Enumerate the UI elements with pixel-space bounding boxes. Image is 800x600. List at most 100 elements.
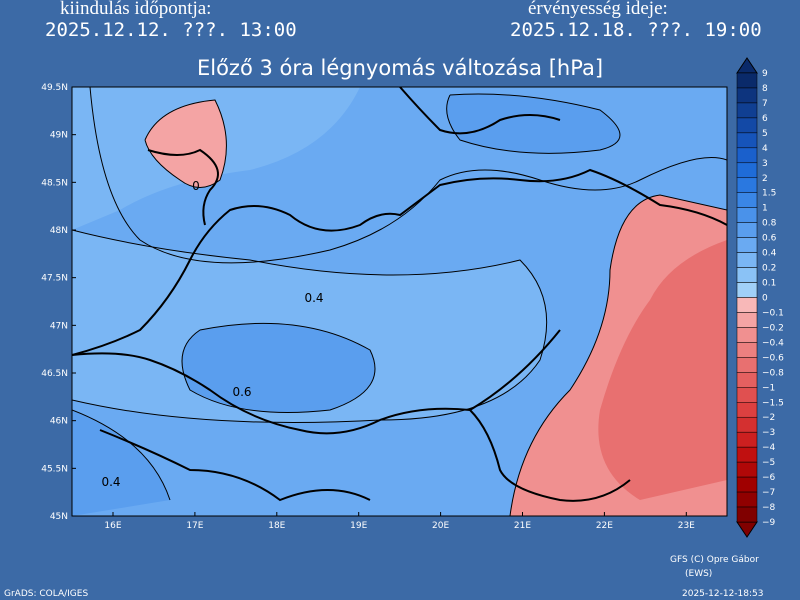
colorbar-label: 0.1 xyxy=(762,279,776,289)
lat-label: 45.5N xyxy=(41,464,68,474)
field-negative xyxy=(598,240,727,500)
colorbar-box xyxy=(736,461,758,478)
colorbar-box xyxy=(736,446,758,463)
field-mid xyxy=(72,410,170,516)
contour-label: 0.4 xyxy=(304,291,323,305)
field-negative xyxy=(145,100,227,188)
colorbar-box xyxy=(736,416,758,433)
colorbar-label: 9 xyxy=(762,69,768,79)
colorbar-box xyxy=(736,177,758,193)
lat-label: 48.5N xyxy=(41,178,68,188)
colorbar-label: 4 xyxy=(762,144,768,154)
colorbar-box xyxy=(736,342,758,358)
colorbar-label: −0.4 xyxy=(762,338,784,348)
lon-label: 16E xyxy=(104,521,121,531)
colorbar-box xyxy=(736,192,758,208)
lat-label: 48N xyxy=(50,226,68,236)
lat-label: 47N xyxy=(50,321,68,331)
colorbar-label: −6 xyxy=(762,473,776,483)
colorbar-label: 2 xyxy=(762,174,768,184)
colorbar-box xyxy=(736,267,758,283)
colorbar-box xyxy=(736,102,758,119)
colorbar-box xyxy=(736,147,758,164)
colorbar-box xyxy=(736,431,758,448)
lon-label: 17E xyxy=(186,521,203,531)
field-mid xyxy=(446,94,620,154)
colorbar-box xyxy=(736,87,758,104)
lon-label: 22E xyxy=(596,521,613,531)
colorbar-label: −0.1 xyxy=(762,308,784,318)
colorbar-label: 0.4 xyxy=(762,249,777,259)
valid-time: 2025.12.18. ???. 19:00 xyxy=(510,19,762,41)
start-label: kiindulás időpontja: xyxy=(60,0,211,19)
lon-label: 18E xyxy=(268,521,285,531)
colorbar-box xyxy=(736,372,758,388)
colorbar-box xyxy=(736,387,758,403)
colorbar-box xyxy=(736,476,758,493)
colorbar-box xyxy=(736,327,758,343)
colorbar-label: −4 xyxy=(762,443,776,453)
credit: GFS (C) Opre Gábor xyxy=(670,555,759,565)
lat-label: 47.5N xyxy=(41,274,68,284)
colorbar-label: 5 xyxy=(762,129,768,139)
colorbar-label: 3 xyxy=(762,159,768,169)
colorbar-label: −9 xyxy=(762,518,776,528)
colorbar-box xyxy=(736,312,758,328)
colorbar-label: 7 xyxy=(762,99,768,109)
colorbar-label: −1.5 xyxy=(762,398,784,408)
lat-label: 46N xyxy=(50,417,68,427)
lat-label: 49N xyxy=(50,131,68,141)
colorbar-label: −8 xyxy=(762,503,776,513)
colorbar-box xyxy=(736,72,758,89)
colorbar-box xyxy=(736,222,758,238)
colorbar-label: −3 xyxy=(762,428,775,438)
colorbar: 9 8 7 6 5 4 3 2 1.5 1 0.8 0.6 0.4 0.2 0.1 0 −0.1 −0.2 −0.4… xyxy=(736,57,784,538)
colorbar-box xyxy=(736,491,758,508)
colorbar-label: −0.2 xyxy=(762,323,784,333)
colorbar-box xyxy=(736,297,758,313)
colorbar-label: −0.6 xyxy=(762,353,784,363)
colorbar-label: 0.6 xyxy=(762,234,777,244)
colorbar-label: 8 xyxy=(762,84,768,94)
colorbar-box xyxy=(736,357,758,373)
colorbar-box xyxy=(736,132,758,149)
lon-label: 21E xyxy=(514,521,531,531)
colorbar-box xyxy=(736,237,758,253)
colorbar-label: 0 xyxy=(762,294,768,304)
lon-label: 19E xyxy=(350,521,367,531)
colorbar-label: 6 xyxy=(762,114,768,124)
colorbar-label: −7 xyxy=(762,488,775,498)
credit-sub: (EWS) xyxy=(685,569,712,579)
lat-label: 46.5N xyxy=(41,369,68,379)
timestamp: 2025-12-12-18:53 xyxy=(682,589,764,599)
colorbar-label: −0.8 xyxy=(762,368,784,378)
colorbar-label: 0.2 xyxy=(762,264,776,274)
lat-label: 49.5N xyxy=(41,83,68,93)
colorbar-box xyxy=(736,252,758,268)
map-title: Előző 3 óra légnyomás változása [hPa] xyxy=(197,56,603,80)
lon-label: 20E xyxy=(432,521,449,531)
colorbar-label: −5 xyxy=(762,458,775,468)
colorbar-box xyxy=(736,162,758,179)
field-mid xyxy=(182,323,375,413)
lon-label: 23E xyxy=(678,521,695,531)
contour-label: 0.4 xyxy=(101,475,120,489)
lat-label: 45N xyxy=(50,512,68,522)
colorbar-label: 1.5 xyxy=(762,189,776,199)
colorbar-box xyxy=(736,207,758,223)
colorbar-box xyxy=(736,402,758,418)
software: GrADS: COLA/IGES xyxy=(4,589,88,599)
colorbar-box xyxy=(736,117,758,134)
contours xyxy=(72,87,727,516)
colorbar-label: −2 xyxy=(762,413,775,423)
colorbar-label: 1 xyxy=(762,204,768,214)
map-frame xyxy=(71,86,728,517)
valid-label: érvényesség ideje: xyxy=(528,0,668,19)
borders xyxy=(72,87,727,502)
colorbar-box xyxy=(736,506,758,523)
colorbar-label: 0.8 xyxy=(762,219,777,229)
start-time: 2025.12.12. ???. 13:00 xyxy=(45,19,297,41)
map-area: 0 0.4 0.6 0.4 xyxy=(71,86,728,517)
